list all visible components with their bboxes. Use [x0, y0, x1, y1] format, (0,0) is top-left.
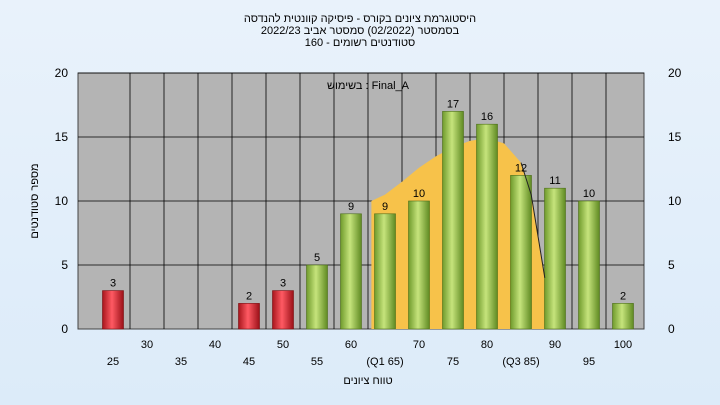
- x-axis-title: טווח ציונים: [343, 375, 392, 387]
- curve-tail-line: [520, 162, 546, 278]
- bar-90: [544, 187, 566, 330]
- data-label-70: 10: [413, 188, 425, 200]
- y-tick-left-10: 10: [55, 194, 69, 208]
- data-label-100: 2: [620, 290, 626, 302]
- x-tick-35: 35: [175, 356, 187, 368]
- data-label-80: 16: [481, 111, 493, 123]
- x-tick-30: 30: [141, 339, 153, 351]
- x-tick-50: 50: [277, 339, 289, 351]
- x-tick-100: 100: [614, 339, 632, 351]
- bar-75: [442, 111, 464, 330]
- x-tick-40: 40: [209, 339, 221, 351]
- data-label-95: 10: [583, 188, 595, 200]
- data-label-90: 11: [549, 175, 560, 187]
- bar-70: [408, 200, 430, 330]
- data-label-60: 9: [348, 201, 354, 213]
- bar-65: [374, 213, 396, 330]
- bar-55: [306, 264, 328, 330]
- bar-95: [578, 200, 600, 330]
- x-tick-90: 90: [549, 339, 561, 351]
- bar-25: [102, 290, 124, 330]
- x-tick-65: (Q1 65): [366, 356, 403, 368]
- data-label-75: 17: [447, 98, 459, 110]
- bar-45: [238, 303, 260, 330]
- y-tick-right-20: 20: [668, 66, 682, 80]
- data-labels: 3 2 3 5 9 9 10 17 16 12 11 10 2: [110, 98, 626, 302]
- x-tick-85: (Q3 85): [502, 356, 539, 368]
- chart-subtitle-students: סטודנטים רשומים - 160: [304, 37, 416, 49]
- data-label-25: 3: [110, 278, 116, 290]
- data-label-45: 2: [246, 290, 252, 302]
- data-label-85: 12: [515, 162, 527, 174]
- y-tick-left-15: 15: [55, 130, 69, 144]
- y-tick-right-5: 5: [668, 258, 675, 272]
- bar-100: [612, 303, 634, 330]
- data-label-50: 3: [280, 278, 286, 290]
- y-tick-right-0: 0: [668, 322, 675, 336]
- dataset-annotation: בשימוש : Final_A: [327, 80, 410, 92]
- bar-50: [272, 290, 294, 330]
- bar-85: [510, 175, 532, 330]
- y-tick-right-15: 15: [668, 130, 682, 144]
- y-tick-right-10: 10: [668, 194, 682, 208]
- x-tick-80: 80: [481, 339, 493, 351]
- y-tick-left-5: 5: [61, 258, 68, 272]
- chart-title: היסטוגרמת ציונים בקורס - פיסיקה קוונטית …: [243, 13, 477, 25]
- x-tick-75: 75: [447, 356, 459, 368]
- data-label-55: 5: [314, 252, 320, 264]
- bars: [102, 111, 634, 330]
- x-tick-55: 55: [311, 356, 323, 368]
- x-tick-60: 60: [345, 339, 357, 351]
- x-tick-95: 95: [583, 356, 595, 368]
- y-tick-left-20: 20: [55, 66, 69, 80]
- bar-60: [340, 213, 362, 330]
- x-tick-70: 70: [413, 339, 425, 351]
- bar-80: [476, 123, 498, 330]
- data-label-65: 9: [382, 201, 388, 213]
- y-tick-left-0: 0: [61, 322, 68, 336]
- chart-subtitle-semester: בסמסטר (02/2022) סמסטר אביב 2022/23: [260, 25, 460, 37]
- y-axis-title: מספר סטודנטים: [29, 163, 41, 238]
- x-tick-25: 25: [107, 356, 119, 368]
- x-tick-45: 45: [243, 356, 255, 368]
